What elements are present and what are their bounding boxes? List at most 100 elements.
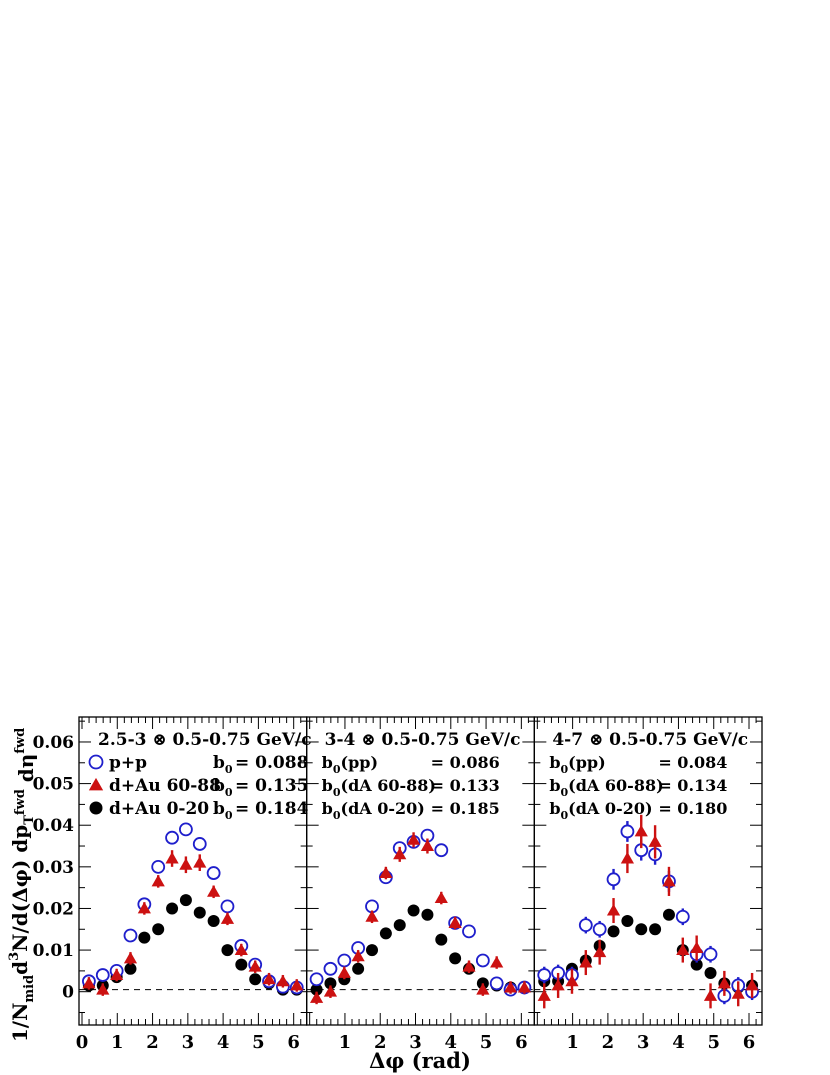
- point-dAu_periph: [634, 824, 648, 837]
- point-dAu_periph: [337, 966, 351, 978]
- point-dAu_central: [662, 908, 675, 921]
- point-dAu_central: [449, 952, 462, 965]
- point-dAu_periph: [290, 978, 304, 991]
- point-dAu_periph: [551, 978, 565, 991]
- x-tick-label: 5: [252, 1032, 265, 1053]
- b0-value: = 0.134: [658, 776, 727, 795]
- y-tick-label: 0.03: [33, 858, 74, 878]
- point-pp: [323, 961, 338, 976]
- y-tick-label: 0: [62, 983, 74, 1003]
- point-dAu_periph: [703, 989, 718, 1001]
- panel-title: 2.5-3 ⊗ 0.5-0.75 GeV/c: [98, 730, 312, 750]
- b0-label: b0(pp): [322, 753, 378, 776]
- b0-subscript: 0: [225, 786, 233, 799]
- b0-subscript: 0: [561, 809, 569, 822]
- b0-label-rest: (dA 60-88): [568, 776, 663, 795]
- point-dAu_periph: [503, 980, 518, 993]
- b0-subscript: 0: [561, 786, 569, 799]
- x-tick-label: 2: [374, 1032, 387, 1053]
- x-tick-label: 1: [566, 1032, 579, 1053]
- point-pp: [592, 922, 607, 937]
- point-dAu_periph: [309, 991, 324, 1003]
- x-tick-label: 3: [182, 1032, 195, 1053]
- point-dAu_central: [207, 914, 220, 927]
- point-dAu_central: [621, 914, 634, 927]
- point-dAu_periph: [262, 972, 276, 985]
- point-dAu_periph: [434, 891, 448, 904]
- point-dAu_periph: [123, 951, 138, 964]
- panels-group: 0 0.01 0.02 0.03 0.04 0.05 0.06 0 1 2 3 4 5 6 2.5-3 ⊗ …: [33, 716, 763, 1053]
- point-dAu_periph: [96, 983, 110, 995]
- point-dAu_periph: [351, 949, 365, 962]
- point-dAu_periph: [648, 835, 662, 847]
- point-dAu_periph: [448, 916, 462, 928]
- point-dAu_periph: [476, 983, 490, 995]
- b0-b: b: [322, 799, 333, 818]
- point-dAu_central: [649, 923, 662, 936]
- point-pp: [95, 968, 110, 982]
- b0-label: b0(dA 60-88): [322, 776, 436, 799]
- point-pp: [206, 866, 221, 880]
- point-dAu_periph: [151, 874, 165, 887]
- point-dAu_central: [407, 904, 420, 917]
- y-tick-label: 0.02: [33, 899, 74, 919]
- point-dAu_periph: [82, 976, 96, 989]
- point-pp: [192, 837, 207, 851]
- b0-label: b0(pp): [549, 753, 605, 776]
- point-dAu_periph: [393, 847, 407, 860]
- point-pp: [703, 947, 718, 962]
- b0-value: = 0.084: [658, 753, 727, 772]
- b0-subscript: 0: [333, 809, 341, 822]
- b0-subscript: 0: [225, 809, 233, 822]
- point-dAu_central: [152, 923, 165, 936]
- point-dAu_central: [179, 894, 192, 907]
- point-dAu_central: [690, 958, 703, 971]
- point-dAu_central: [379, 927, 392, 940]
- point-pp: [462, 924, 476, 939]
- point-dAu_periph: [234, 943, 248, 956]
- point-dAu_central: [324, 977, 337, 990]
- point-pp: [434, 843, 449, 858]
- point-dAu_central: [310, 983, 323, 996]
- y-axis-label-part: 3: [7, 952, 22, 961]
- b0-b: b: [322, 776, 333, 795]
- panel-frame: [533, 716, 763, 1026]
- y-tick-label: 0.06: [33, 733, 74, 753]
- point-dAu_central: [221, 944, 234, 957]
- point-dAu_periph: [490, 955, 504, 968]
- point-dAu_central: [635, 923, 648, 936]
- b0-value: = 0.180: [658, 799, 727, 818]
- point-dAu_periph: [193, 856, 207, 868]
- point-pp: [179, 822, 193, 837]
- y-axis-label-part: d: [8, 961, 32, 975]
- point-pp: [309, 972, 324, 987]
- point-dAu_periph: [207, 885, 221, 897]
- y-tick-label: 0.01: [33, 941, 74, 961]
- point-dAu_central: [607, 925, 620, 938]
- b0-b: b: [322, 753, 333, 772]
- b0-label-rest: (dA 0-20): [341, 799, 425, 818]
- x-tick-label: 6: [743, 1032, 756, 1053]
- point-dAu_central: [124, 962, 137, 975]
- point-pp: [165, 830, 179, 845]
- point-dAu_periph: [606, 903, 621, 916]
- panel-1: 0 1 2 3 4 5 62.5-3 ⊗ 0.5-0.75 GeV/cp+p b0 = 0.08…: [76, 716, 312, 1053]
- b0-value: = 0.086: [431, 753, 500, 772]
- point-dAu_central: [366, 944, 379, 957]
- legend-label: d+Au 0-20: [109, 799, 209, 819]
- legend-marker: [88, 754, 104, 770]
- point-dAu_periph: [220, 912, 235, 924]
- point-dAu_central: [166, 902, 179, 915]
- point-dAu_periph: [579, 955, 593, 968]
- point-dAu_central: [352, 962, 365, 975]
- point-dAu_periph: [420, 839, 435, 851]
- b0-label-rest: (dA 60-88): [341, 776, 436, 795]
- y-tick-label: 0.05: [33, 775, 74, 795]
- x-tick-label: 4: [217, 1032, 230, 1053]
- point-pp: [537, 968, 552, 982]
- y-axis-label-part: fwd: [13, 789, 28, 815]
- point-pp: [337, 953, 352, 968]
- point-pp: [489, 976, 504, 991]
- point-dAu_periph: [276, 974, 290, 987]
- y-axis-label-part: T: [22, 815, 37, 825]
